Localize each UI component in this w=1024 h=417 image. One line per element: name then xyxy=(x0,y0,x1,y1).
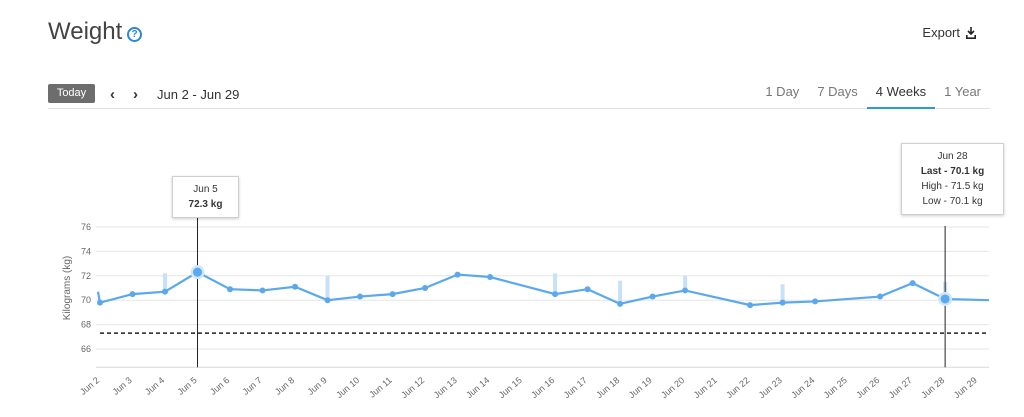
chevron-left-icon[interactable]: ‹ xyxy=(110,86,115,103)
data-point xyxy=(812,298,819,305)
data-point xyxy=(552,291,559,298)
y-tick-label: 66 xyxy=(81,344,91,354)
range-bar xyxy=(683,275,688,291)
y-tick-label: 76 xyxy=(81,222,91,232)
tooltip-high: High - 71.5 kg xyxy=(921,181,984,192)
data-point xyxy=(617,300,624,307)
export-icon xyxy=(966,26,976,39)
y-tick-label: 72 xyxy=(81,271,91,281)
data-point xyxy=(422,285,429,291)
x-tick-label: Jun 14 xyxy=(464,375,491,400)
y-tick-label: 74 xyxy=(81,246,91,256)
tab-1-year[interactable]: 1 Year xyxy=(944,84,981,99)
x-tick-label: Jun 10 xyxy=(334,375,361,400)
data-point xyxy=(487,274,494,281)
chevron-right-icon[interactable]: › xyxy=(133,86,138,103)
data-point xyxy=(940,294,950,304)
range-bar xyxy=(780,284,785,303)
data-point xyxy=(292,283,299,290)
date-range-label: Jun 2 - Jun 29 xyxy=(157,87,240,102)
x-tick-label: Jun 16 xyxy=(529,375,556,400)
x-tick-label: Jun 13 xyxy=(432,375,459,400)
range-bar xyxy=(618,280,623,304)
data-point xyxy=(649,293,656,300)
tooltip-jun-28: Jun 28 Last - 70.1 kg High - 71.5 kg Low… xyxy=(901,143,1004,215)
data-point xyxy=(324,297,331,304)
today-button[interactable]: Today xyxy=(48,84,95,103)
data-point xyxy=(909,280,916,287)
x-tick-label: Jun 6 xyxy=(208,375,231,397)
y-tick-label: 70 xyxy=(81,295,91,305)
export-label: Export xyxy=(922,25,960,40)
data-point xyxy=(877,293,884,300)
data-point xyxy=(357,293,364,300)
tab-7-days[interactable]: 7 Days xyxy=(817,84,858,99)
x-tick-label: Jun 26 xyxy=(854,375,881,400)
tooltip-jun-5: Jun 5 72.3 kg xyxy=(172,176,239,218)
x-tick-label: Jun 21 xyxy=(692,375,719,400)
data-point xyxy=(259,287,266,294)
x-tick-label: Jun 28 xyxy=(919,375,946,400)
x-tick-label: Jun 22 xyxy=(724,375,751,400)
question-circle-icon[interactable]: ? xyxy=(127,27,142,42)
tooltip-low: Low - 70.1 kg xyxy=(922,196,983,207)
data-point xyxy=(584,286,591,293)
tooltip-last: Last - 70.1 kg xyxy=(920,166,985,177)
tab-1-day[interactable]: 1 Day xyxy=(765,84,800,99)
range-bar xyxy=(553,273,558,295)
date-controls: Today ‹ › Jun 2 - Jun 29 1 Day 7 Days 4 … xyxy=(48,84,990,109)
data-point xyxy=(779,299,786,306)
x-tick-label: Jun 2 xyxy=(78,375,101,397)
range-bar xyxy=(163,273,168,292)
export-button[interactable]: Export xyxy=(922,25,976,40)
page-title: Weight xyxy=(48,18,123,45)
x-tick-label: Jun 9 xyxy=(306,375,329,397)
y-tick-label: 68 xyxy=(81,320,91,330)
data-point xyxy=(227,286,234,293)
x-tick-label: Jun 4 xyxy=(143,375,166,397)
x-tick-label: Jun 24 xyxy=(789,375,816,400)
data-point xyxy=(682,287,689,294)
x-tick-label: Jun 12 xyxy=(399,375,426,400)
x-tick-label: Jun 15 xyxy=(497,375,524,400)
x-tick-label: Jun 11 xyxy=(367,375,394,400)
x-tick-label: Jun 18 xyxy=(594,375,621,400)
range-tabs: 1 Day 7 Days 4 Weeks 1 Year xyxy=(756,84,990,109)
y-axis-label: Kilograms (kg) xyxy=(62,256,73,320)
x-tick-label: Jun 17 xyxy=(562,375,589,400)
data-point xyxy=(162,288,169,295)
data-point xyxy=(129,291,136,298)
data-point xyxy=(747,302,754,309)
x-tick-label: Jun 25 xyxy=(822,375,849,400)
data-point xyxy=(97,299,103,306)
tooltip-date: Jun 5 xyxy=(193,184,218,195)
data-point xyxy=(454,271,461,278)
x-tick-label: Jun 8 xyxy=(273,375,296,397)
tooltip-value: 72.3 kg xyxy=(188,199,223,210)
data-point xyxy=(193,267,203,277)
x-tick-label: Jun 29 xyxy=(952,375,979,400)
x-tick-label: Jun 20 xyxy=(659,375,686,400)
x-tick-label: Jun 3 xyxy=(110,375,133,397)
x-tick-label: Jun 27 xyxy=(887,375,914,400)
data-point xyxy=(389,291,396,298)
x-tick-label: Jun 19 xyxy=(627,375,654,400)
x-tick-label: Jun 7 xyxy=(241,375,264,397)
x-tick-label: Jun 23 xyxy=(757,375,784,400)
x-tick-label: Jun 5 xyxy=(175,375,198,397)
tooltip-date: Jun 28 xyxy=(937,151,968,162)
tab-4-weeks[interactable]: 4 Weeks xyxy=(866,84,936,109)
range-bar xyxy=(325,275,330,301)
weight-chart[interactable]: 66 68 70 72 74 76 Kilograms (kg) Jun 2 Jun 3 Jun … xyxy=(0,130,1024,417)
